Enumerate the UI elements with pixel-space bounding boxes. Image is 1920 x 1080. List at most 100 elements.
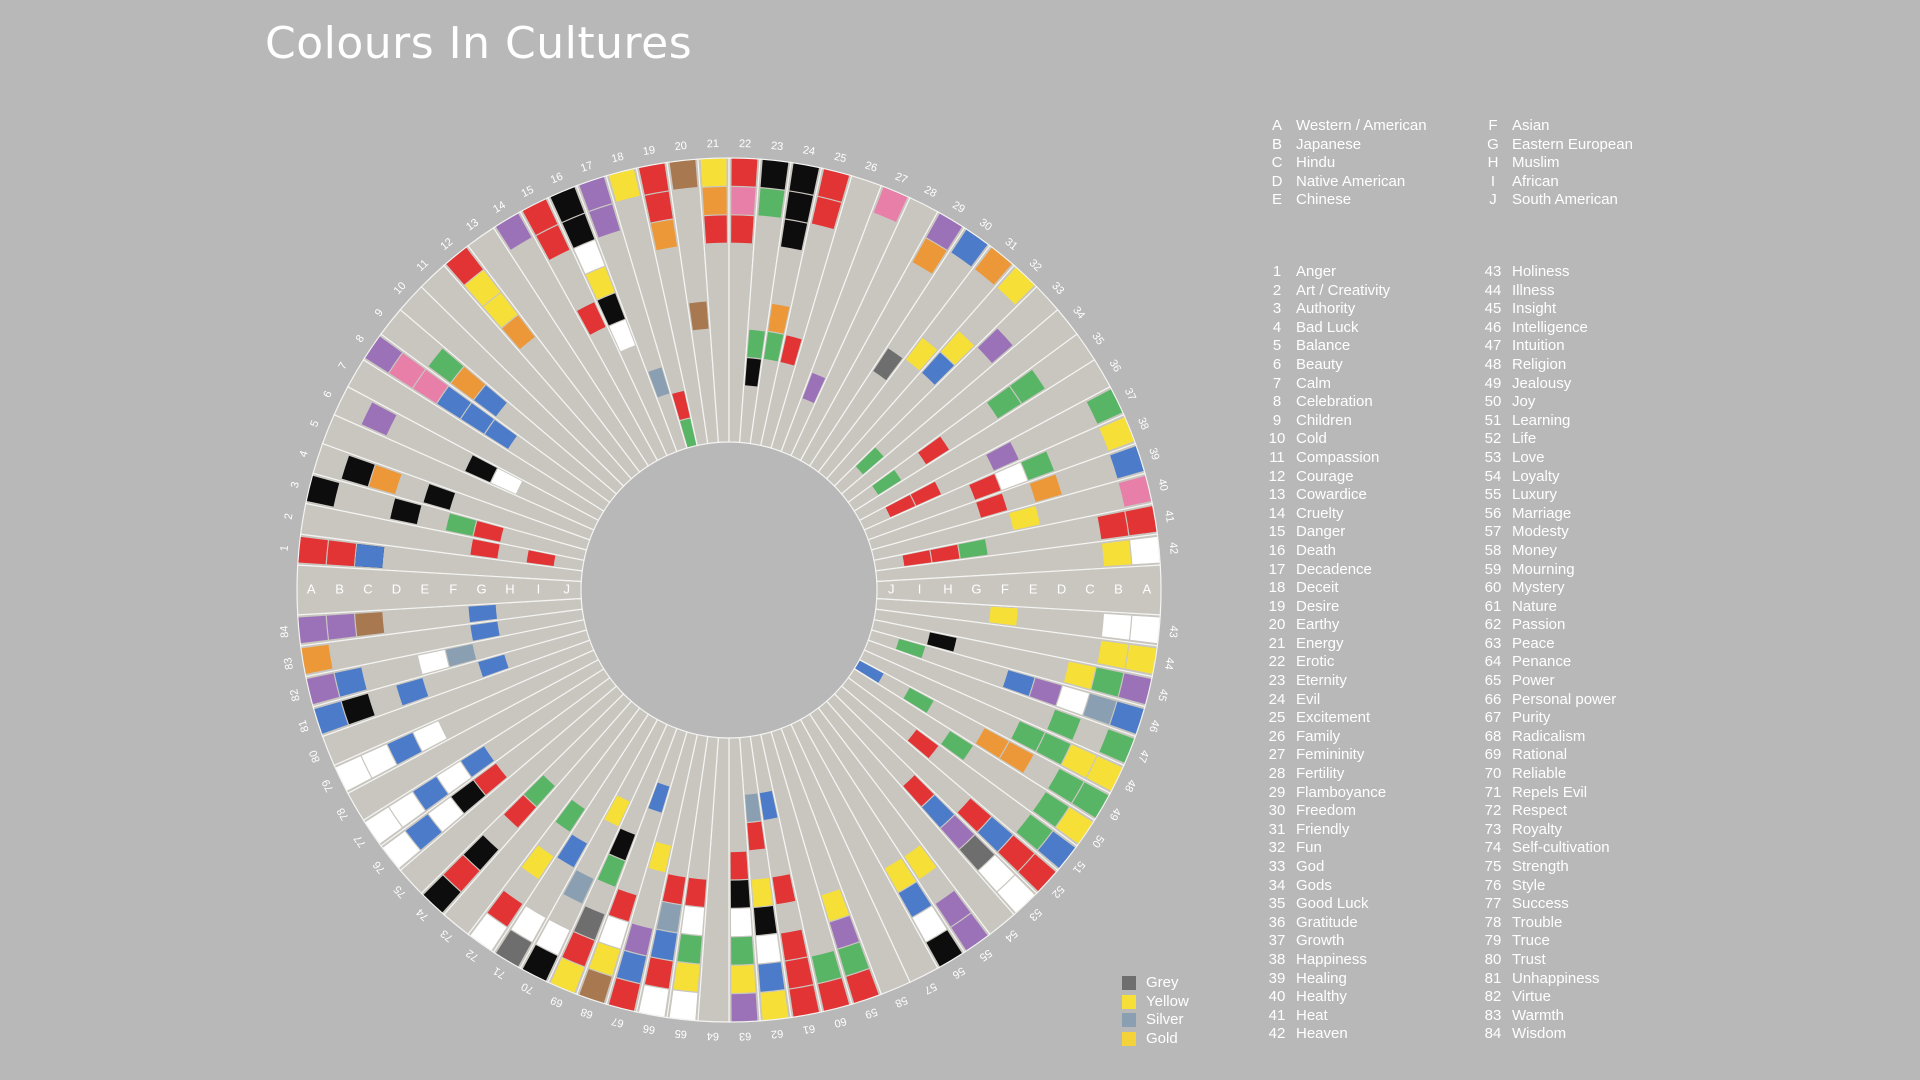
meaning-number-label: 69	[549, 994, 565, 1010]
legend-name: South American	[1512, 191, 1618, 209]
swatch-item: Grey	[1122, 974, 1189, 993]
colour-cell	[423, 484, 456, 510]
colour-cell	[975, 728, 1009, 758]
legend-code: 48	[1484, 355, 1502, 373]
legend-name: Insight	[1512, 300, 1557, 318]
colour-cell	[644, 191, 673, 223]
colour-cell	[487, 890, 523, 927]
legend-name: Mystery	[1512, 579, 1565, 597]
legend-code: 27	[1268, 746, 1286, 764]
meaning-item: 15 Danger	[1262, 523, 1390, 542]
colour-cell	[730, 851, 749, 880]
colour-cell	[672, 390, 690, 420]
legend-name: Trust	[1512, 950, 1546, 968]
legend-name: Beauty	[1296, 355, 1343, 373]
colour-cell	[1048, 768, 1084, 803]
legend-code: C	[1271, 154, 1283, 172]
colour-cell	[326, 613, 357, 640]
colour-cell	[673, 962, 700, 992]
legend-name: Nature	[1512, 597, 1558, 615]
legend-code: 60	[1484, 579, 1502, 597]
colour-cell	[997, 267, 1035, 305]
colour-cell	[680, 418, 697, 448]
legend-code: 66	[1484, 690, 1502, 708]
meaning-item: 78 Trouble	[1478, 914, 1616, 933]
legend-code: 4	[1272, 318, 1282, 336]
colour-cell	[910, 481, 942, 506]
colour-cell	[589, 942, 620, 976]
legend-code: 74	[1484, 839, 1502, 857]
meaning-number-label: 77	[352, 833, 369, 850]
culture-ring-letter: D	[392, 581, 401, 596]
colour-cell	[989, 606, 1018, 626]
meaning-item: 31 Friendly	[1262, 821, 1390, 840]
colour-cell	[470, 621, 500, 641]
meaning-item: 82 Virtue	[1478, 988, 1616, 1007]
legend-code: 13	[1268, 486, 1286, 504]
legend-name: Intuition	[1512, 337, 1565, 355]
colour-cell	[855, 447, 884, 475]
colour-cell	[1086, 389, 1123, 424]
colour-cell	[428, 797, 464, 832]
legend-code: 36	[1268, 913, 1286, 931]
meaning-number-label: 76	[371, 859, 388, 876]
legend-name: Illness	[1512, 281, 1555, 299]
meaning-item: 4 Bad Luck	[1262, 319, 1390, 338]
meaning-item: 46 Intelligence	[1478, 319, 1616, 338]
colour-cell	[445, 644, 477, 667]
meaning-number-label: 67	[610, 1015, 625, 1030]
culture-ring-letter: B	[1114, 581, 1123, 596]
meaning-number-label: 39	[1146, 446, 1161, 461]
colour-cell	[306, 475, 340, 507]
colour-cell	[1038, 831, 1075, 868]
colour-cell	[445, 513, 477, 536]
meaning-item: 30 Freedom	[1262, 802, 1390, 821]
meaning-item: 18 Deceit	[1262, 579, 1390, 598]
colour-cell	[951, 229, 988, 267]
colour-cell	[428, 348, 464, 383]
swatch-label: Silver	[1146, 1011, 1184, 1028]
legend-code: 55	[1484, 486, 1502, 504]
meaning-number-label: 24	[802, 144, 816, 158]
meaning-item: 38 Happiness	[1262, 951, 1390, 970]
colour-cell	[298, 536, 328, 565]
colour-cell	[1110, 701, 1144, 734]
colour-cell	[1061, 744, 1097, 778]
legend-code: B	[1271, 135, 1282, 153]
colour-cell	[301, 644, 333, 674]
legend-code: 75	[1484, 858, 1502, 875]
swatch-item: Gold	[1122, 1030, 1189, 1049]
colour-cell	[759, 790, 778, 820]
meaning-number-label: 28	[922, 184, 938, 200]
culture-ring-letter: E	[420, 581, 429, 596]
colour-cell	[873, 187, 908, 222]
meaning-item: 28 Fertility	[1262, 765, 1390, 784]
colour-cell	[1021, 451, 1054, 481]
colour-cell	[957, 798, 992, 832]
colour-cell	[895, 638, 926, 659]
meaning-number-label: 31	[1003, 236, 1020, 253]
colour-cell	[451, 780, 486, 814]
swatch-label: Grey	[1146, 974, 1179, 991]
meaning-number-label: 11	[415, 257, 432, 274]
colour-cell	[772, 874, 796, 905]
legend-code: 81	[1484, 969, 1502, 987]
legend-code: 45	[1484, 300, 1502, 318]
meaning-item: 49 Jealousy	[1478, 375, 1616, 394]
colour-cell	[1091, 667, 1124, 697]
swatch-box	[1122, 994, 1136, 1009]
legend-name: Mourning	[1512, 560, 1575, 578]
legend-code: 1	[1272, 263, 1282, 280]
colour-cell	[616, 950, 647, 984]
colour-cell	[758, 962, 785, 992]
colour-cell	[639, 985, 669, 1017]
colour-cell	[1056, 685, 1090, 715]
colour-cell	[463, 835, 499, 870]
legend-code: 39	[1268, 969, 1286, 987]
meaning-number-label: 40	[1155, 478, 1170, 493]
colour-cell	[700, 158, 727, 187]
meaning-number-label: 46	[1146, 718, 1161, 733]
swatch-label: Yellow	[1146, 992, 1189, 1010]
legend-code: 6	[1272, 355, 1282, 373]
meaning-item: 48 Religion	[1478, 356, 1616, 375]
